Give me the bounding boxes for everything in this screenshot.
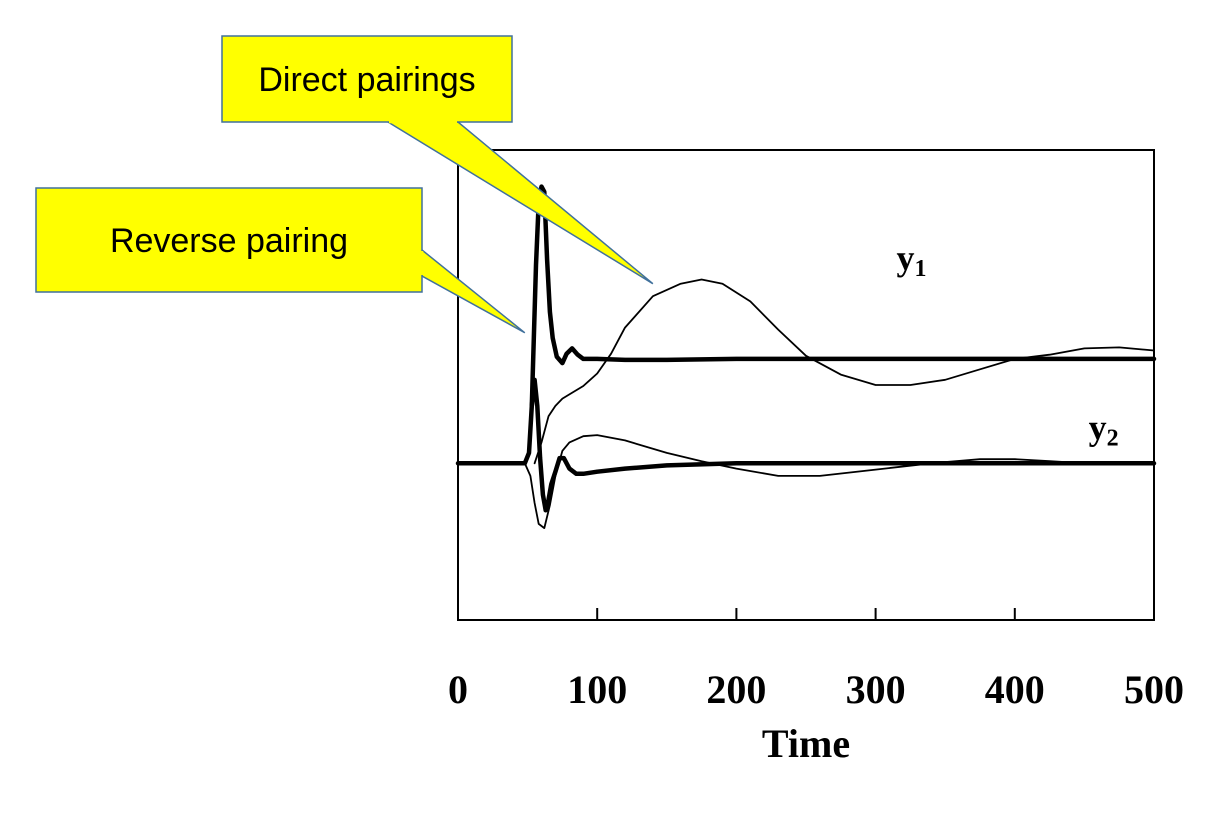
callout-reverse-pairing: Reverse pairing	[35, 187, 526, 334]
callouts: Direct pairings Reverse pairing	[35, 35, 654, 334]
series-lines	[455, 184, 1157, 529]
callout-pointer	[421, 248, 526, 334]
series-line-y1-direct	[533, 278, 1155, 465]
x-tick-label: 200	[706, 667, 766, 712]
x-tick-label: 300	[846, 667, 906, 712]
x-tick-label: 500	[1124, 667, 1184, 712]
series-line-y1-reverse	[529, 184, 1157, 409]
x-axis-title: Time	[762, 721, 850, 766]
callout-text: Direct pairings	[258, 61, 475, 99]
series-line-y2-reverse	[455, 377, 1157, 513]
callout-box	[221, 35, 513, 123]
series-labels: y1 y2	[896, 238, 1118, 451]
x-axis: 0 100 200 300 400 500	[448, 608, 1184, 712]
callout-box	[35, 187, 423, 293]
series-label-y2: y2	[1089, 407, 1119, 451]
series-label-y1: y1	[896, 238, 926, 282]
x-tick-label: 0	[448, 667, 468, 712]
series-line-y2-direct	[457, 434, 1155, 529]
callout-direct-pairings: Direct pairings	[221, 35, 654, 285]
plot-frame	[457, 149, 1155, 621]
callout-text: Reverse pairing	[110, 222, 348, 260]
x-tick-label: 400	[985, 667, 1045, 712]
x-tick-label: 100	[567, 667, 627, 712]
